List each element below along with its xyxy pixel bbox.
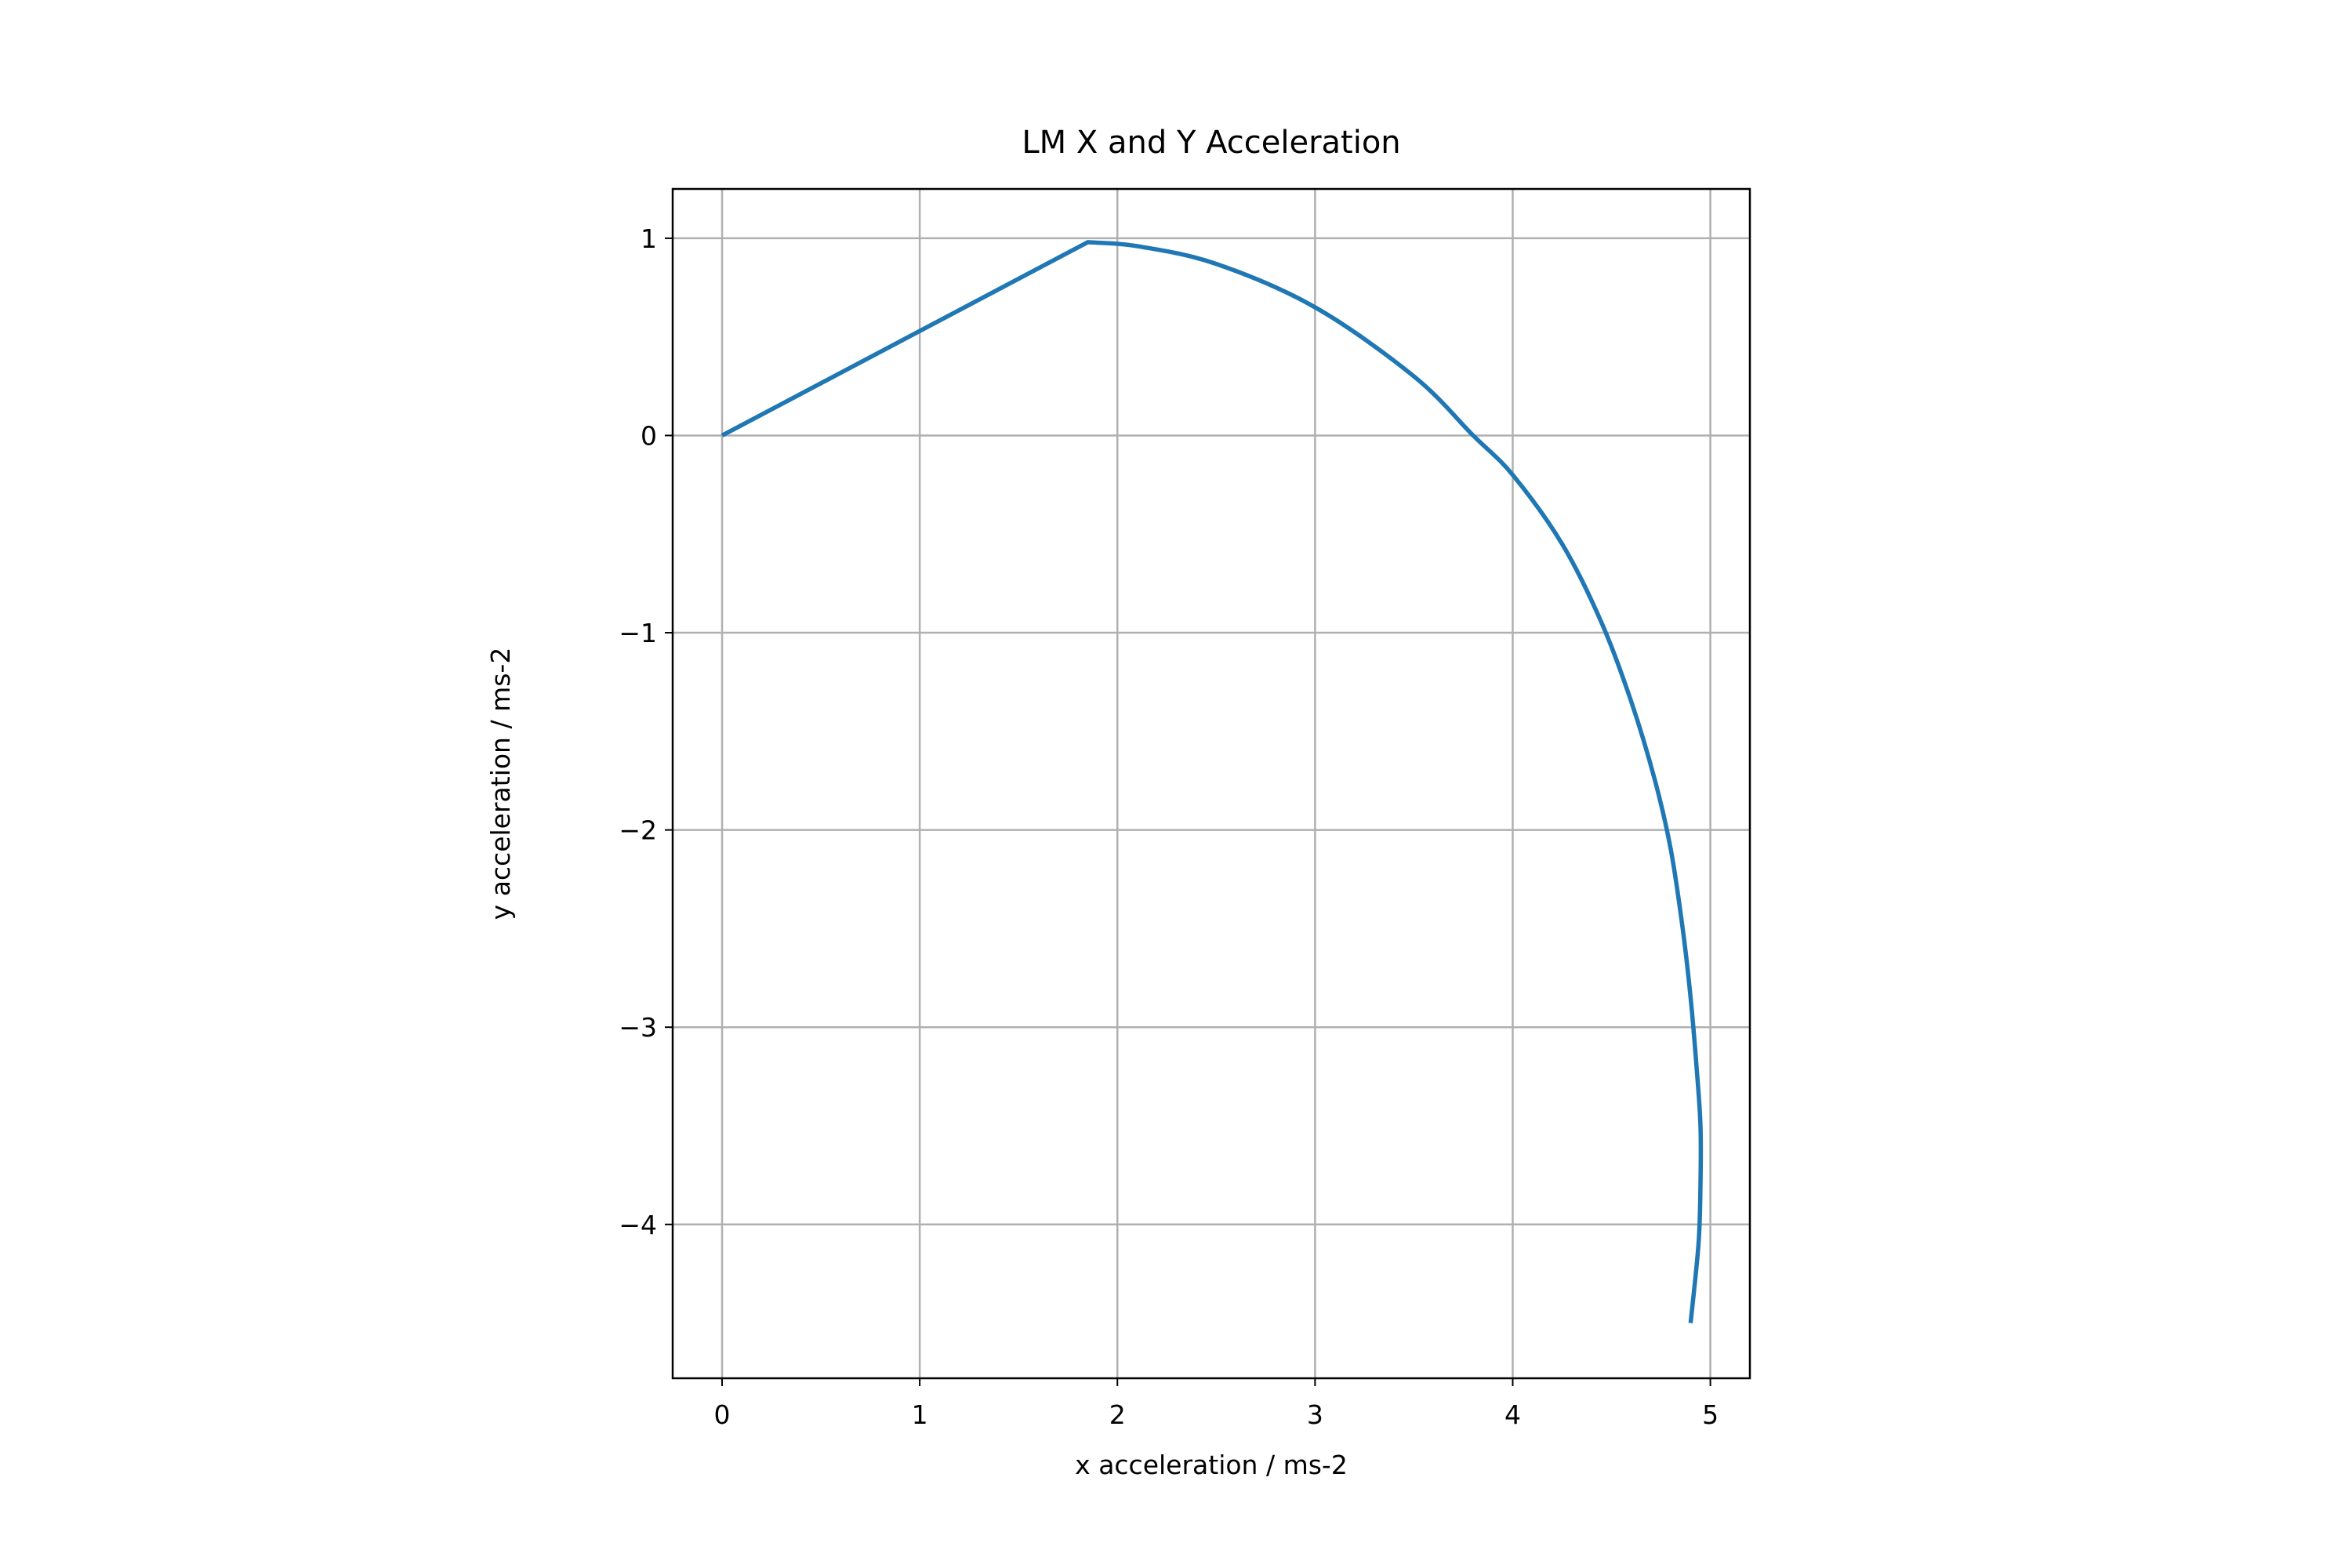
x-axis-label: x acceleration / ms-2	[1075, 1450, 1348, 1480]
ticks: 0 1 2 3 4 5 1 0 −1 −2 −3 −4	[619, 223, 1719, 1430]
y-tick: −3	[619, 1012, 673, 1043]
y-axis-label: y acceleration / ms-2	[485, 648, 516, 920]
x-tick: 0	[714, 1378, 731, 1430]
x-tick: 3	[1307, 1378, 1323, 1430]
x-tick-label: 2	[1109, 1399, 1126, 1430]
x-tick-label: 4	[1504, 1399, 1521, 1430]
y-tick-label: 0	[641, 420, 657, 451]
plot-frame	[671, 187, 1751, 1380]
x-tick: 5	[1702, 1378, 1719, 1430]
y-tick-label: −3	[619, 1012, 657, 1043]
y-tick-label: 1	[641, 223, 657, 254]
y-tick-label: −1	[619, 618, 657, 648]
x-tick: 2	[1109, 1378, 1126, 1430]
y-tick-label: −4	[619, 1210, 657, 1240]
x-tick-label: 3	[1307, 1399, 1323, 1430]
series-line	[720, 240, 1704, 1323]
x-tick-label: 5	[1702, 1399, 1719, 1430]
series-layer	[720, 240, 1704, 1323]
x-tick: 4	[1504, 1378, 1521, 1430]
y-tick: −2	[619, 815, 673, 846]
y-tick: −1	[619, 618, 673, 648]
x-tick-label: 0	[714, 1399, 731, 1430]
x-tick-label: 1	[912, 1399, 928, 1430]
y-tick: 0	[641, 420, 673, 451]
y-tick-label: −2	[619, 815, 657, 846]
y-tick: 1	[641, 223, 673, 254]
x-tick: 1	[912, 1378, 928, 1430]
y-tick: −4	[619, 1210, 673, 1240]
grid	[673, 189, 1750, 1378]
chart-title: LM X and Y Acceleration	[1022, 125, 1400, 161]
